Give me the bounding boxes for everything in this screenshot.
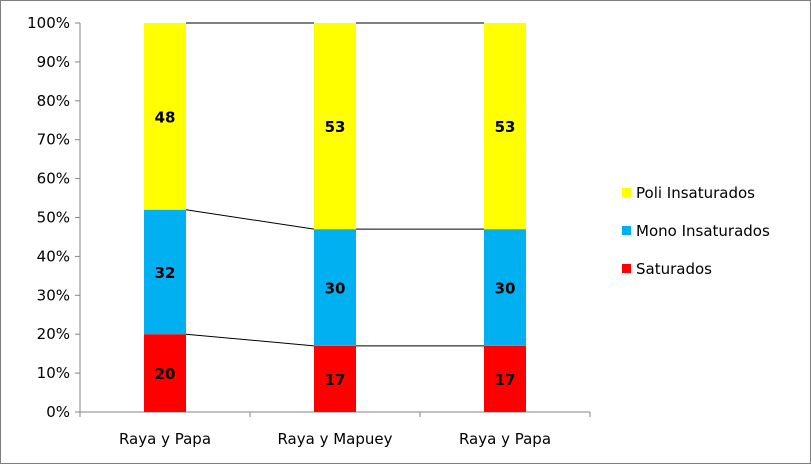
y-tick-label: 40%	[37, 247, 70, 265]
x-tick-label: Raya y Papa	[119, 430, 211, 448]
bar-segment	[484, 229, 526, 346]
y-tick-label: 20%	[37, 325, 70, 343]
x-tick-label: Raya y Papa	[459, 430, 551, 448]
y-tick-label: 90%	[37, 53, 70, 71]
bar-segment	[144, 334, 186, 412]
legend: Poli Insaturados Mono Insaturados Saturado…	[622, 184, 770, 278]
series-line	[185, 209, 315, 230]
data-labels: 20 32 48 17 30 53 17 30 53	[155, 108, 516, 389]
data-label: 17	[495, 371, 516, 389]
y-tick-label: 30%	[37, 286, 70, 304]
x-tick-label: Raya y Mapuey	[277, 430, 392, 448]
bar-segment	[314, 229, 356, 346]
bar-segment	[314, 345, 356, 412]
legend-swatch	[622, 188, 631, 197]
data-label: 17	[325, 371, 346, 389]
bar-segment	[144, 23, 186, 210]
data-label: 32	[155, 264, 176, 282]
bar-segment	[314, 23, 356, 230]
data-label: 53	[495, 118, 516, 136]
bar-segment	[144, 209, 186, 335]
axes: 0% 10% 20% 30% 40% 50% 60% 70% 80% 90% 100% Raya y …	[27, 14, 591, 448]
legend-label: Poli Insaturados	[636, 184, 755, 202]
data-label: 30	[495, 280, 516, 298]
legend-label: Mono Insaturados	[636, 222, 770, 240]
y-tick-label: 60%	[37, 170, 70, 188]
legend-swatch	[622, 226, 631, 235]
data-label: 30	[325, 280, 346, 298]
data-label: 53	[325, 118, 346, 136]
bar-segment	[484, 345, 526, 412]
y-tick-label: 80%	[37, 92, 70, 110]
data-label: 20	[155, 365, 176, 383]
series-lines	[185, 22, 484, 347]
legend-label: Saturados	[636, 260, 712, 278]
y-tick-label: 70%	[37, 131, 70, 149]
bar-segment	[484, 23, 526, 230]
data-label: 48	[155, 108, 176, 126]
series-line	[185, 333, 315, 347]
legend-swatch	[622, 264, 631, 273]
y-tick-label: 0%	[46, 403, 70, 421]
y-tick-label: 10%	[37, 364, 70, 382]
bars	[144, 23, 526, 412]
y-tick-label: 50%	[37, 209, 70, 227]
y-tick-label: 100%	[27, 14, 70, 32]
